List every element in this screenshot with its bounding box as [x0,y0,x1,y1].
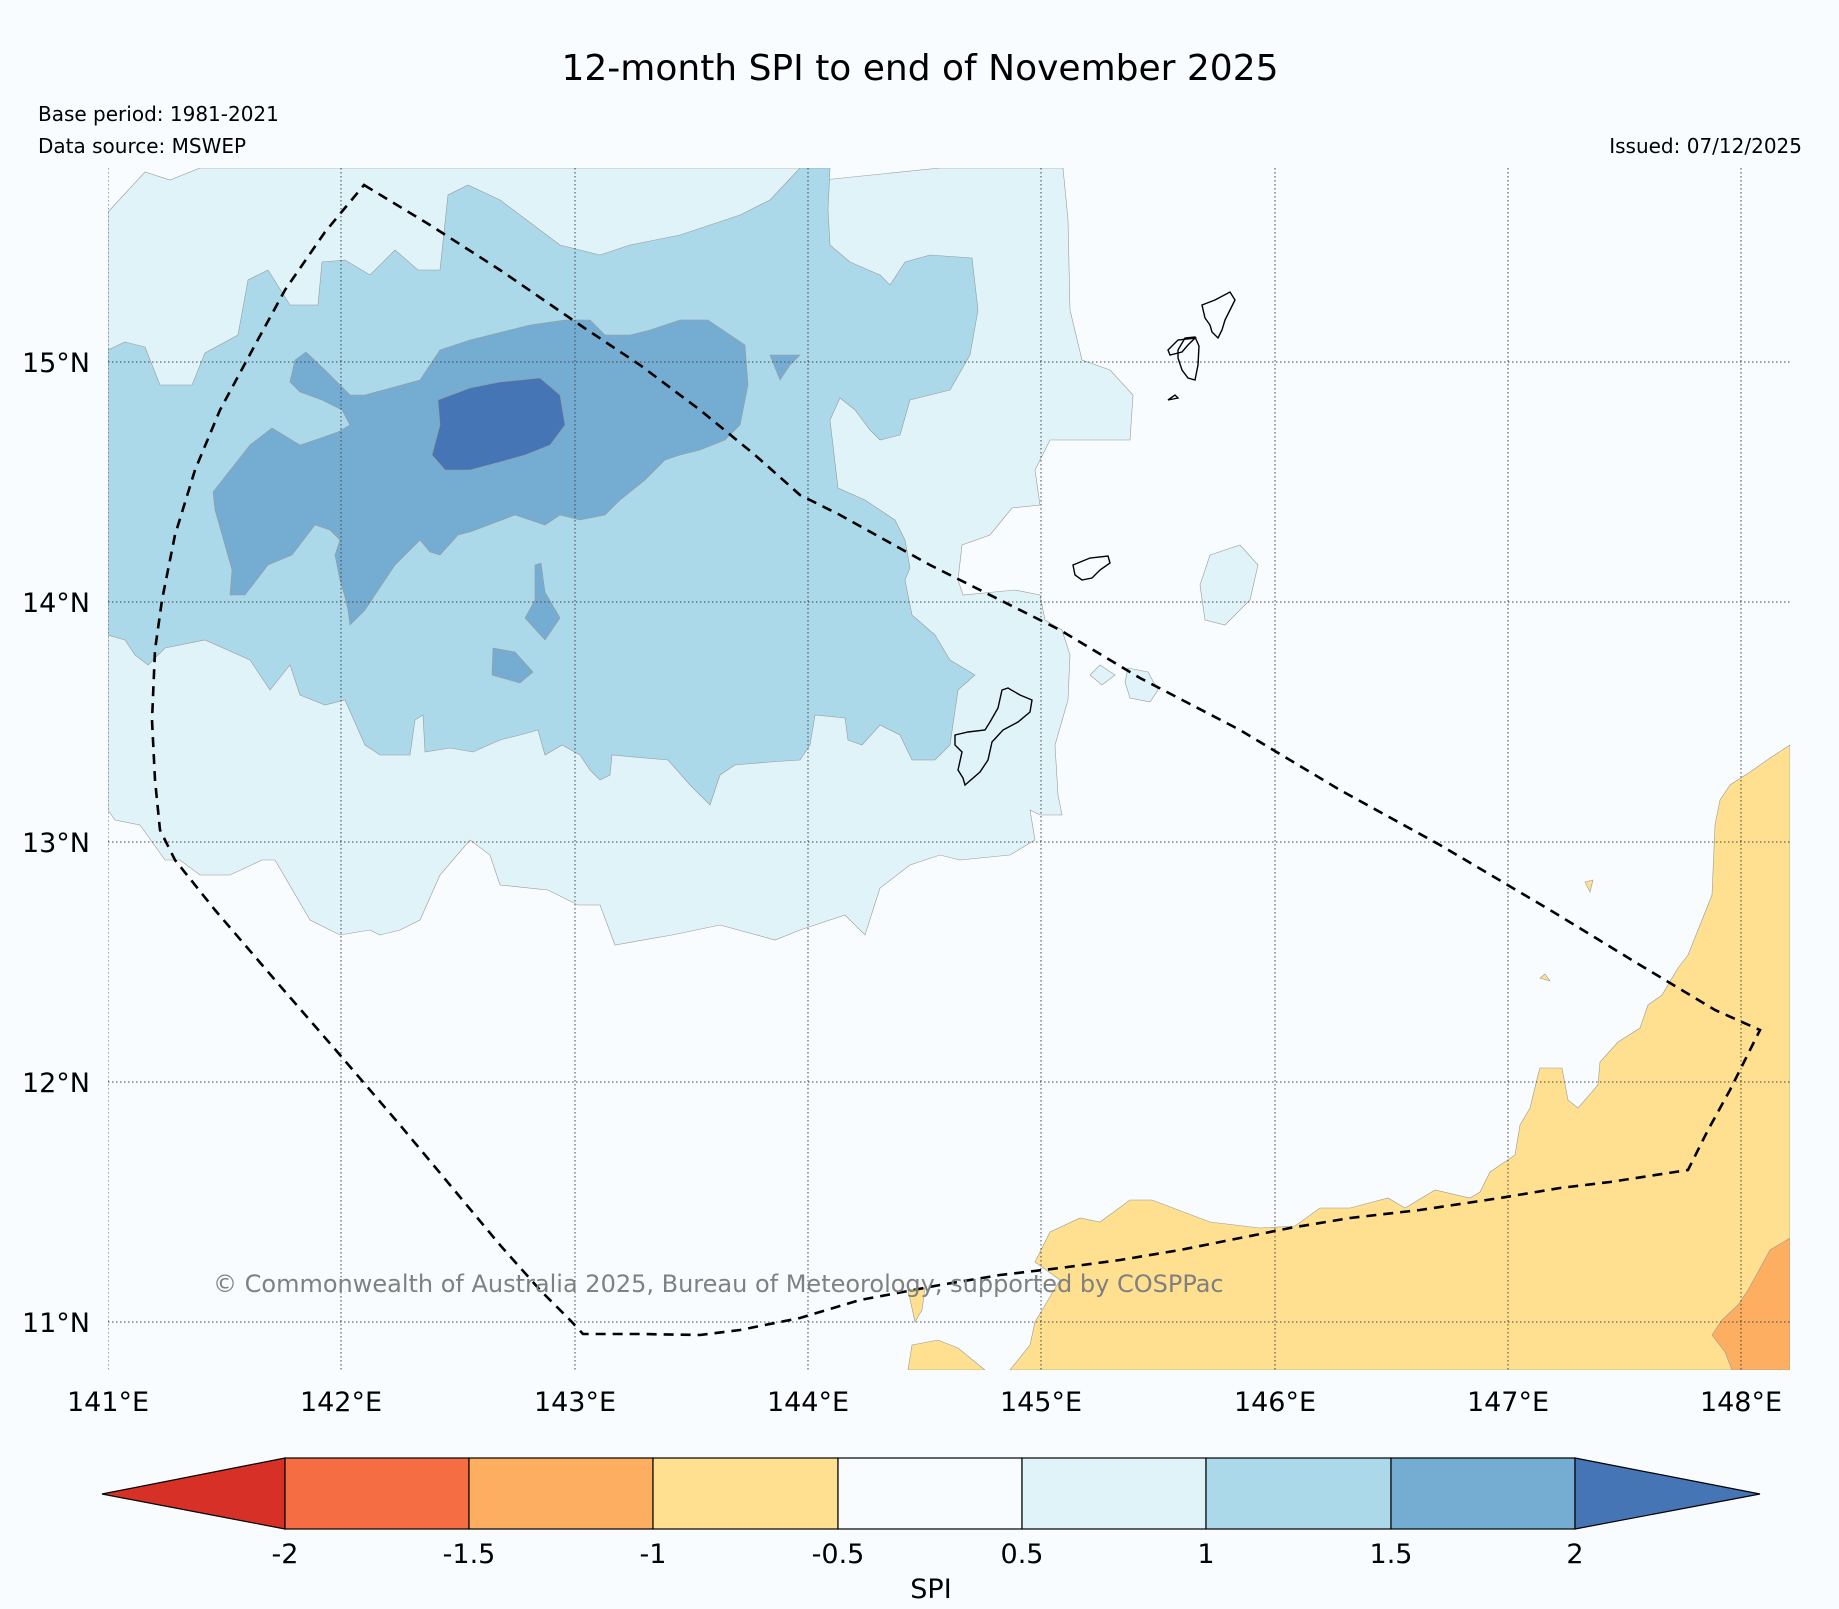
longitude-labels: 141°E 142°E 143°E 144°E 145°E 146°E 147°… [67,1387,1782,1418]
lon-label: 148°E [1700,1387,1782,1418]
spi-1-5-to-2-patch [769,354,801,381]
lat-label: 13°N [22,828,90,859]
lon-label: 142°E [300,1387,382,1418]
colorbar-tick-label: -1 [640,1539,667,1570]
spi-1-5-to-2-patch [524,562,561,641]
guam-island [954,687,1033,787]
spi-0-5-to-1-patch [1199,544,1259,626]
lat-label: 11°N [22,1308,90,1339]
colorbar-swatch [1205,1457,1392,1530]
eez-boundary [150,183,1762,1337]
islands [954,291,1236,787]
data-source: Data source: MSWEP [38,134,246,158]
colorbar-title: SPI [910,1574,951,1605]
copyright-notice: © Commonwealth of Australia 2025, Bureau… [213,1270,1224,1298]
colorbar: -2 -1.5 -1 -0.5 0.5 1 1.5 2 SPI [101,1457,1761,1605]
spi-minus-1-to-minus-0-5-patch [1539,973,1551,982]
spi-minus-1-to-minus-0-5-patch [907,1339,986,1370]
lat-label: 14°N [22,588,90,619]
colorbar-tick-label: -1.5 [443,1539,496,1570]
lon-label: 144°E [767,1387,849,1418]
spi-above-2-region [431,377,566,471]
base-period: Base period: 1981-2021 [38,102,279,126]
lon-label: 147°E [1467,1387,1549,1418]
colorbar-tick-label: -2 [272,1539,299,1570]
rota-island [1072,555,1111,581]
colorbar-swatch [652,1457,839,1530]
anatahan-island [1167,394,1180,401]
gridlines [108,168,1790,1370]
colorbar-swatch [1390,1457,1576,1530]
lat-label: 15°N [22,348,90,379]
colorbar-swatch-above-max [1574,1457,1761,1530]
lon-label: 141°E [67,1387,149,1418]
colorbar-swatch [468,1457,654,1530]
issued-date: Issued: 07/12/2025 [1609,134,1802,158]
spi-1-5-to-2-patch [491,647,534,684]
colorbar-tick-label: -0.5 [812,1539,865,1570]
colorbar-swatch [1021,1457,1207,1530]
map-area: © Commonwealth of Australia 2025, Bureau… [108,168,1790,1370]
map-title: 12-month SPI to end of November 2025 [561,48,1278,89]
spi-1-5-to-2-region [212,319,749,626]
colorbar-swatch [284,1457,470,1530]
colorbar-swatch-below-min [101,1457,286,1530]
colorbar-tick-label: 2 [1566,1539,1583,1570]
saipan-island [1177,336,1200,381]
lon-label: 145°E [1000,1387,1082,1418]
spi-minus-1-to-minus-0-5-region [1009,744,1790,1370]
colorbar-swatch [837,1457,1023,1530]
colorbar-tick-label: 1.5 [1370,1539,1413,1570]
lat-label: 12°N [22,1068,90,1099]
colorbar-tick-label: 0.5 [1001,1539,1044,1570]
northern-island [1201,291,1236,340]
colorbar-tick-label: 1 [1197,1539,1214,1570]
spi-0-5-to-1-patch [1124,667,1159,703]
spi-0-5-to-1-patch [1089,664,1116,686]
tinian-island [1167,337,1197,356]
spi-minus-1-to-minus-0-5-patch [1584,879,1594,893]
latitude-labels: 15°N 14°N 13°N 12°N 11°N [22,348,90,1339]
lon-label: 146°E [1234,1387,1316,1418]
spi-minus-1-5-to-minus-1-region [1711,1237,1790,1370]
lon-label: 143°E [534,1387,616,1418]
